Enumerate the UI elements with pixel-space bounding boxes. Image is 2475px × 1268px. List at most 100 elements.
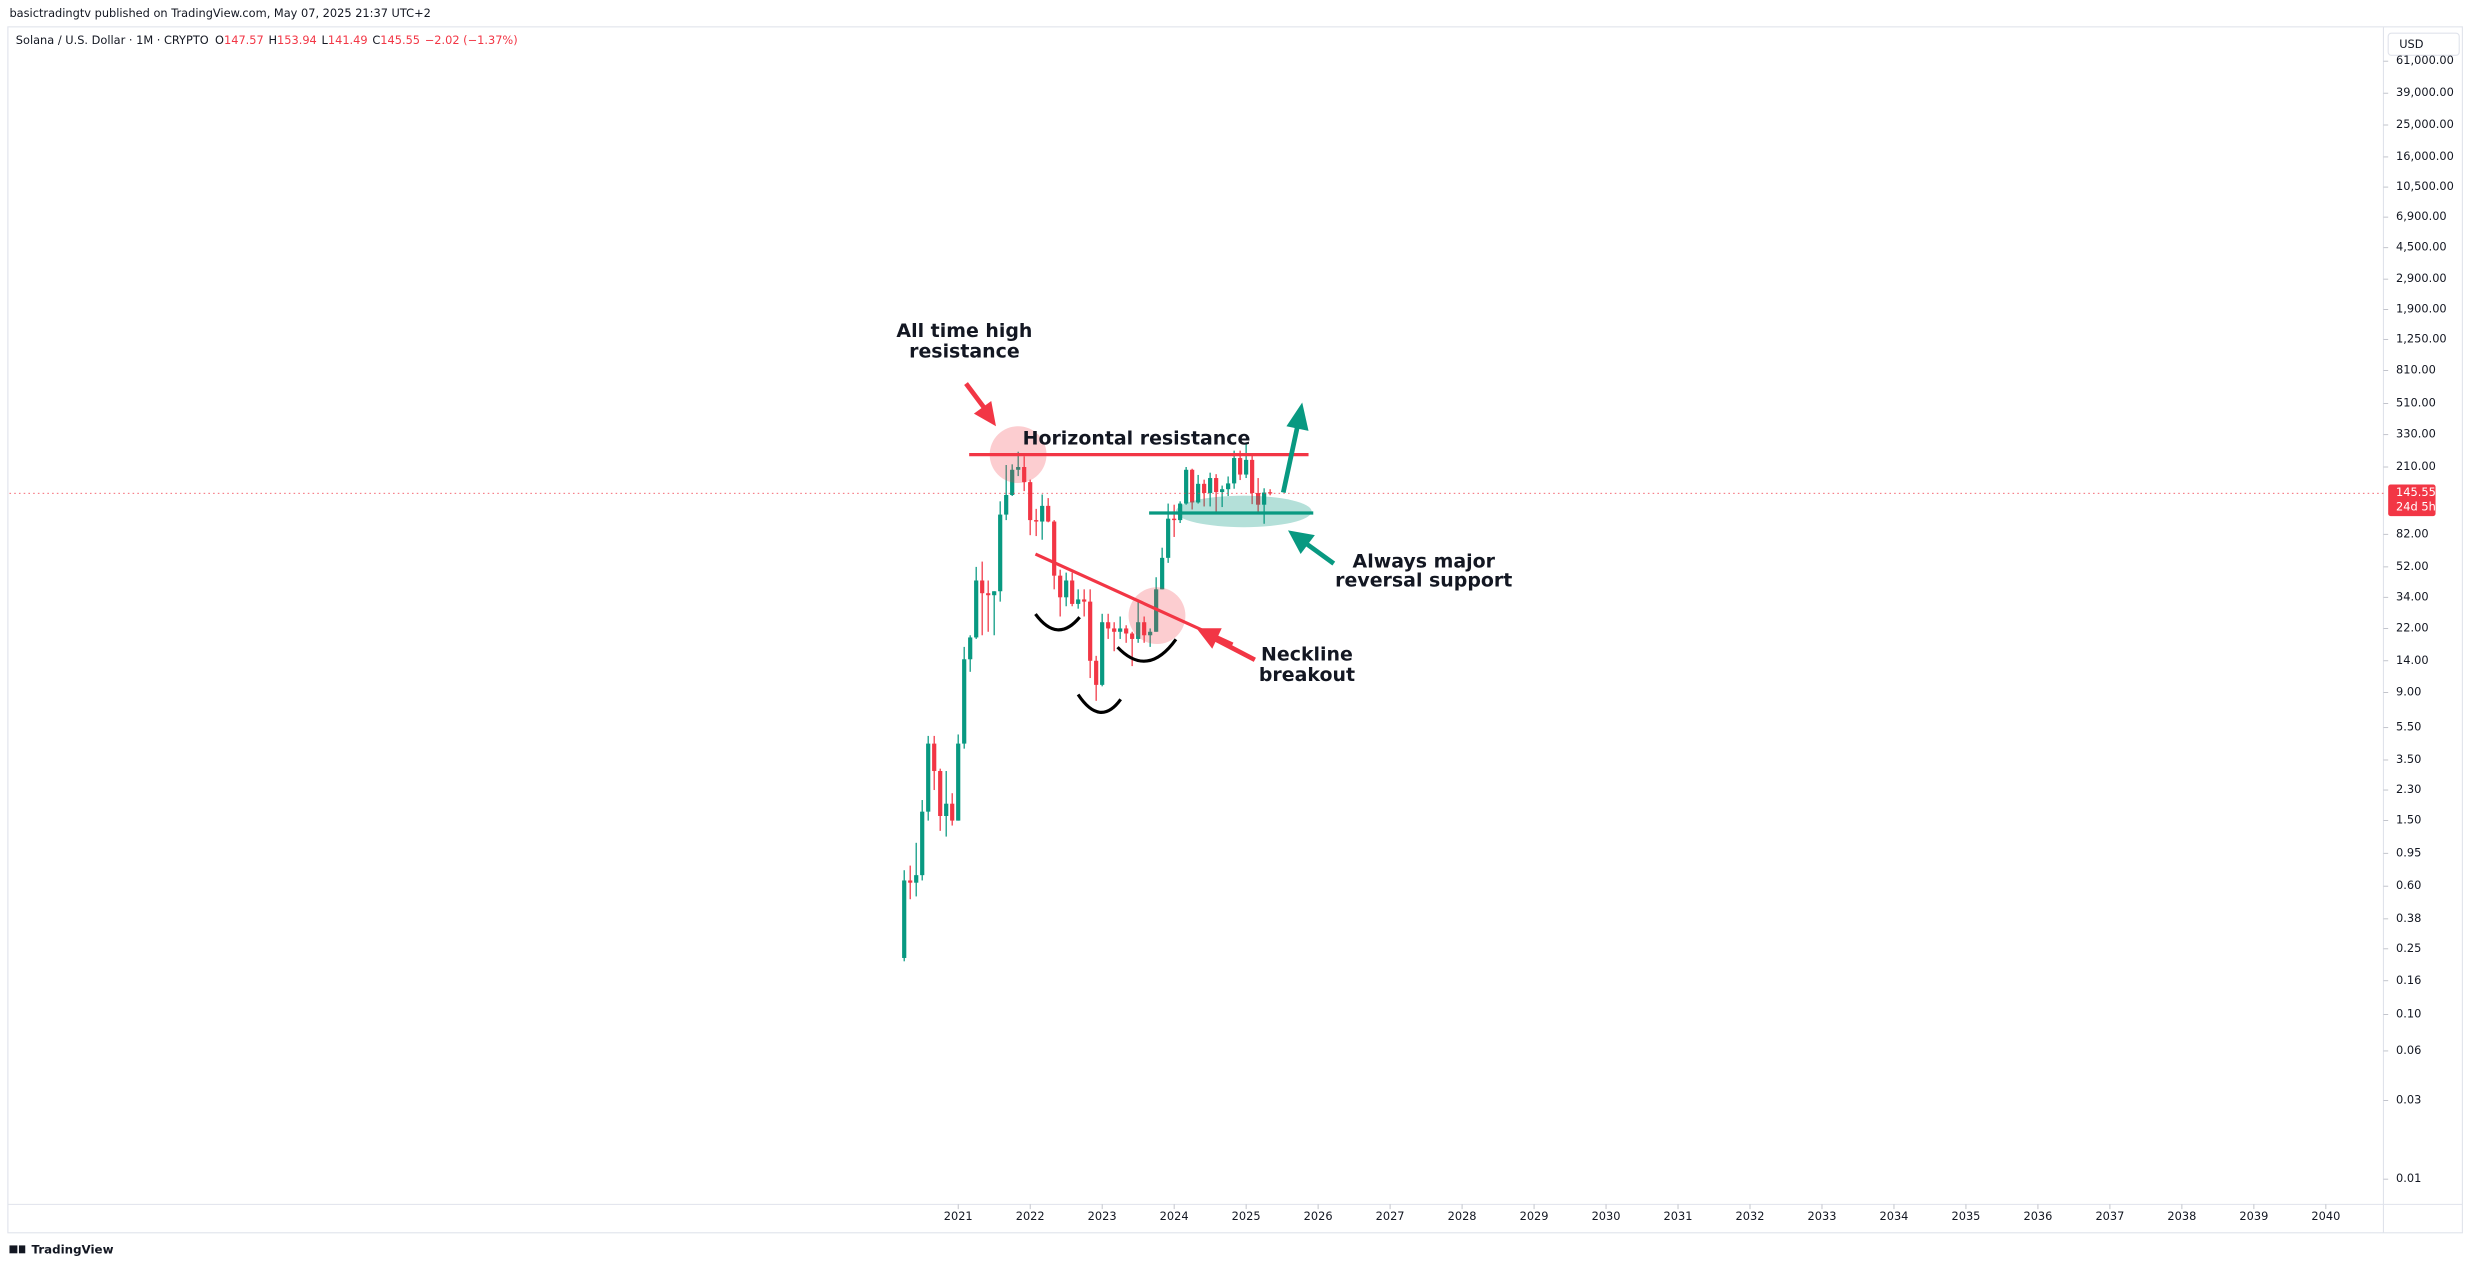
candle-body <box>1202 483 1207 494</box>
x-tick-label: 2033 <box>1808 1209 1837 1223</box>
legend-value: 141.49 <box>328 33 368 47</box>
candle-body <box>1256 493 1261 505</box>
candle-body <box>1142 622 1147 636</box>
legend-label: C <box>372 33 380 47</box>
candle-body <box>1094 660 1099 685</box>
plot: 0.01 0.03 0.06 0.10 0.16 0.25 0.38 0.60 0.95 1.50… <box>9 53 2454 1223</box>
candle-body <box>1148 631 1153 636</box>
candle-body <box>1016 467 1021 470</box>
x-tick-label: 2040 <box>2311 1209 2340 1223</box>
candle-body <box>1040 505 1045 522</box>
y-tick-label: 330.00 <box>2396 427 2436 441</box>
x-tick-label: 2025 <box>1232 1209 1261 1223</box>
candle-body <box>920 811 925 876</box>
y-tick-label: 3.50 <box>2396 752 2421 766</box>
candle-body <box>1238 458 1243 475</box>
candle-body <box>968 637 973 660</box>
candle-body <box>992 591 997 596</box>
candle-body <box>1004 495 1009 515</box>
x-tick-label: 2031 <box>1664 1209 1693 1223</box>
x-tick-label: 2030 <box>1592 1209 1621 1223</box>
y-tick-label: 0.16 <box>2396 973 2421 987</box>
candle-body <box>1010 469 1015 496</box>
currency[interactable]: USD <box>2399 37 2424 51</box>
candle-body <box>908 880 913 883</box>
currency-box[interactable] <box>2387 32 2460 56</box>
candle-body <box>956 743 961 821</box>
x-tick-label: 2027 <box>1376 1209 1405 1223</box>
candle-body <box>1034 520 1039 522</box>
price-label-value: 145.55 <box>2396 485 2436 499</box>
chart-frame <box>7 26 2463 1234</box>
candle-body <box>1070 580 1075 604</box>
annotation: Neckline <box>1261 644 1353 666</box>
y-tick-label: 0.60 <box>2396 878 2421 892</box>
candle-body <box>1262 492 1267 505</box>
legend-value: 145.55 <box>380 33 420 47</box>
arrow <box>964 382 996 427</box>
annotation: reversal support <box>1335 569 1512 591</box>
legend-value: 147.57 <box>224 33 264 47</box>
arrow <box>1288 530 1336 566</box>
candle-body <box>1160 557 1165 590</box>
y-tick-label: 39,000.00 <box>2396 85 2454 99</box>
y-tick-label: 82.00 <box>2396 526 2429 540</box>
annotation: All time high <box>896 320 1032 342</box>
x-tick-label: 2026 <box>1304 1209 1333 1223</box>
candle-body <box>998 514 1003 592</box>
x-tick-label: 2037 <box>2095 1209 2124 1223</box>
candle-body <box>986 593 991 596</box>
x-tick-label: 2035 <box>1951 1209 1980 1223</box>
legend-value: 153.94 <box>277 33 317 47</box>
candle-body <box>1058 575 1063 598</box>
x-tick-label: 2036 <box>2023 1209 2052 1223</box>
legend-label: L <box>322 33 329 47</box>
y-tick-label: 16,000.00 <box>2396 149 2454 163</box>
candle-body <box>944 803 949 816</box>
arrow <box>1280 402 1309 493</box>
candle-body <box>980 580 985 594</box>
price-label-countdown: 24d 5h <box>2396 499 2436 513</box>
candle-body <box>1226 483 1231 490</box>
y-tick-label: 25,000.00 <box>2396 117 2454 131</box>
y-tick-label: 1,900.00 <box>2396 301 2447 315</box>
candle-body <box>1112 628 1117 632</box>
candle-body <box>1088 601 1093 661</box>
candle-body <box>1022 467 1027 483</box>
candle-body <box>1106 622 1111 629</box>
annotation: Always major <box>1353 550 1496 572</box>
shoulder-arc <box>1116 638 1178 663</box>
candle-body <box>1064 580 1069 598</box>
candle-body <box>974 580 979 638</box>
candle-body <box>902 880 907 958</box>
y-tick-label: 0.03 <box>2396 1093 2421 1107</box>
candle-body <box>1214 478 1219 493</box>
candle-body <box>1100 622 1105 685</box>
head-arc <box>1076 693 1122 714</box>
y-tick-label: 2.30 <box>2396 782 2421 796</box>
x-tick-label: 2038 <box>2167 1209 2196 1223</box>
y-tick-label: 210.00 <box>2396 459 2436 473</box>
legend-label: O <box>215 33 224 47</box>
legend: Solana / U.S. Dollar · 1M · CRYPTO O147.5… <box>16 33 518 47</box>
y-tick-label: 810.00 <box>2396 362 2436 376</box>
y-tick-label: 34.00 <box>2396 589 2429 603</box>
x-tick-label: 2034 <box>1880 1209 1909 1223</box>
y-tick-label: 61,000.00 <box>2396 53 2454 67</box>
y-tick-label: 510.00 <box>2396 396 2436 410</box>
candle-body <box>1046 505 1051 522</box>
x-tick-label: 2024 <box>1160 1209 1189 1223</box>
y-tick-label: 10,500.00 <box>2396 179 2454 193</box>
candle-body <box>1082 599 1087 602</box>
candle-body <box>1052 521 1057 576</box>
brand: TradingView <box>9 1243 114 1257</box>
candle-body <box>1130 633 1135 639</box>
y-tick-label: 6,900.00 <box>2396 209 2447 223</box>
annotation: Horizontal resistance <box>1023 427 1251 449</box>
candle-body <box>1124 628 1129 634</box>
x-tick-label: 2029 <box>1520 1209 1549 1223</box>
y-tick-label: 0.06 <box>2396 1043 2421 1057</box>
